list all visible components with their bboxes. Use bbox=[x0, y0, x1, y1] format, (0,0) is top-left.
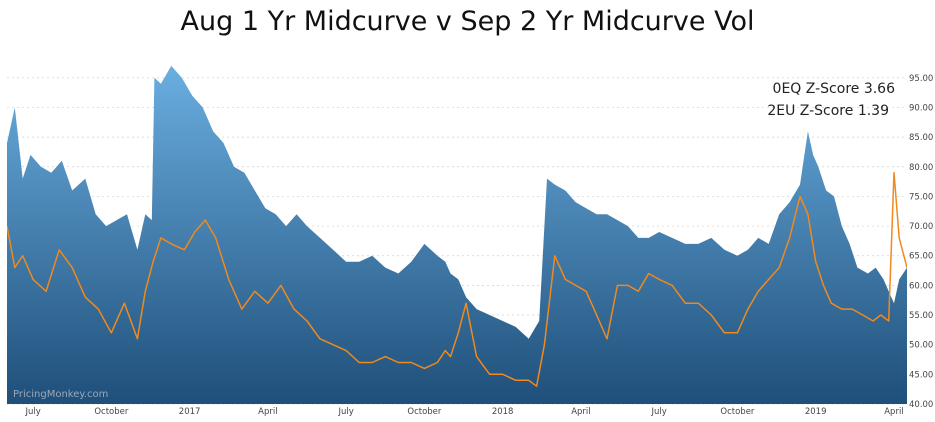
x-axis: July October 2017 April July October 2018 April… bbox=[24, 407, 903, 417]
annotation-2eu-zscore: 2EU Z-Score 1.39 bbox=[767, 103, 889, 119]
x-tick-label: 2017 bbox=[179, 407, 201, 417]
y-tick-label: 65.00 bbox=[909, 252, 933, 262]
x-tick-label: 2018 bbox=[492, 407, 514, 417]
y-tick-label: 60.00 bbox=[909, 281, 933, 291]
x-tick-label: October bbox=[407, 407, 442, 417]
plot-area bbox=[7, 65, 907, 404]
x-tick-label: 2019 bbox=[805, 407, 827, 417]
x-tick-label: July bbox=[651, 407, 667, 417]
y-tick-label: 80.00 bbox=[909, 163, 933, 173]
chart-title: Aug 1 Yr Midcurve v Sep 2 Yr Midcurve Vo… bbox=[180, 6, 755, 37]
line-series-2eu bbox=[7, 171, 907, 387]
y-tick-label: 90.00 bbox=[909, 103, 933, 113]
y-tick-label: 40.00 bbox=[909, 400, 933, 410]
area-series-0eq bbox=[7, 65, 907, 404]
y-tick-label: 85.00 bbox=[909, 133, 933, 143]
y-tick-label: 95.00 bbox=[909, 74, 933, 84]
x-tick-label: October bbox=[94, 407, 129, 417]
x-tick-label: April bbox=[258, 407, 277, 417]
y-tick-label: 55.00 bbox=[909, 311, 933, 321]
watermark: PricingMonkey.com bbox=[13, 389, 108, 400]
y-tick-label: 75.00 bbox=[909, 192, 933, 202]
x-tick-label: July bbox=[337, 407, 353, 417]
x-tick-label: April bbox=[884, 407, 903, 417]
y-tick-label: 45.00 bbox=[909, 370, 933, 380]
y-axis: 40.00 45.00 50.00 55.00 60.00 65.00 70.00 75.00… bbox=[909, 74, 933, 410]
x-tick-label: October bbox=[720, 407, 755, 417]
y-tick-label: 70.00 bbox=[909, 222, 933, 232]
x-tick-label: April bbox=[571, 407, 590, 417]
x-tick-label: July bbox=[24, 407, 40, 417]
annotation-0eq-zscore: 0EQ Z-Score 3.66 bbox=[773, 81, 896, 97]
y-tick-label: 50.00 bbox=[909, 341, 933, 351]
